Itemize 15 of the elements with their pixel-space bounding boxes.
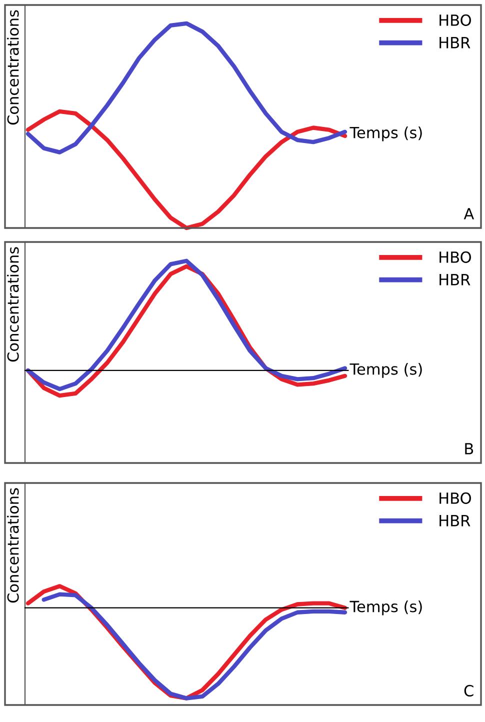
legend-label: HBO (440, 14, 471, 26)
x-axis-title: Temps (s) (350, 363, 422, 378)
y-axis-title: Concentrations (7, 488, 19, 603)
y-axis-title: Concentrations (7, 10, 19, 125)
text: B (465, 443, 474, 454)
legend-label: HBO (440, 492, 471, 504)
y-axis-title: Concentrations (7, 247, 19, 362)
legend-label: HBR (440, 515, 470, 526)
legend-label: HBR (440, 37, 470, 48)
text: C (464, 684, 474, 696)
x-axis-title: Temps (s) (350, 600, 422, 616)
legend-label: HBR (440, 274, 470, 286)
text: A (464, 208, 474, 220)
x-axis-title: Temps (s) (350, 126, 422, 142)
legend-label: HBO (440, 251, 471, 263)
